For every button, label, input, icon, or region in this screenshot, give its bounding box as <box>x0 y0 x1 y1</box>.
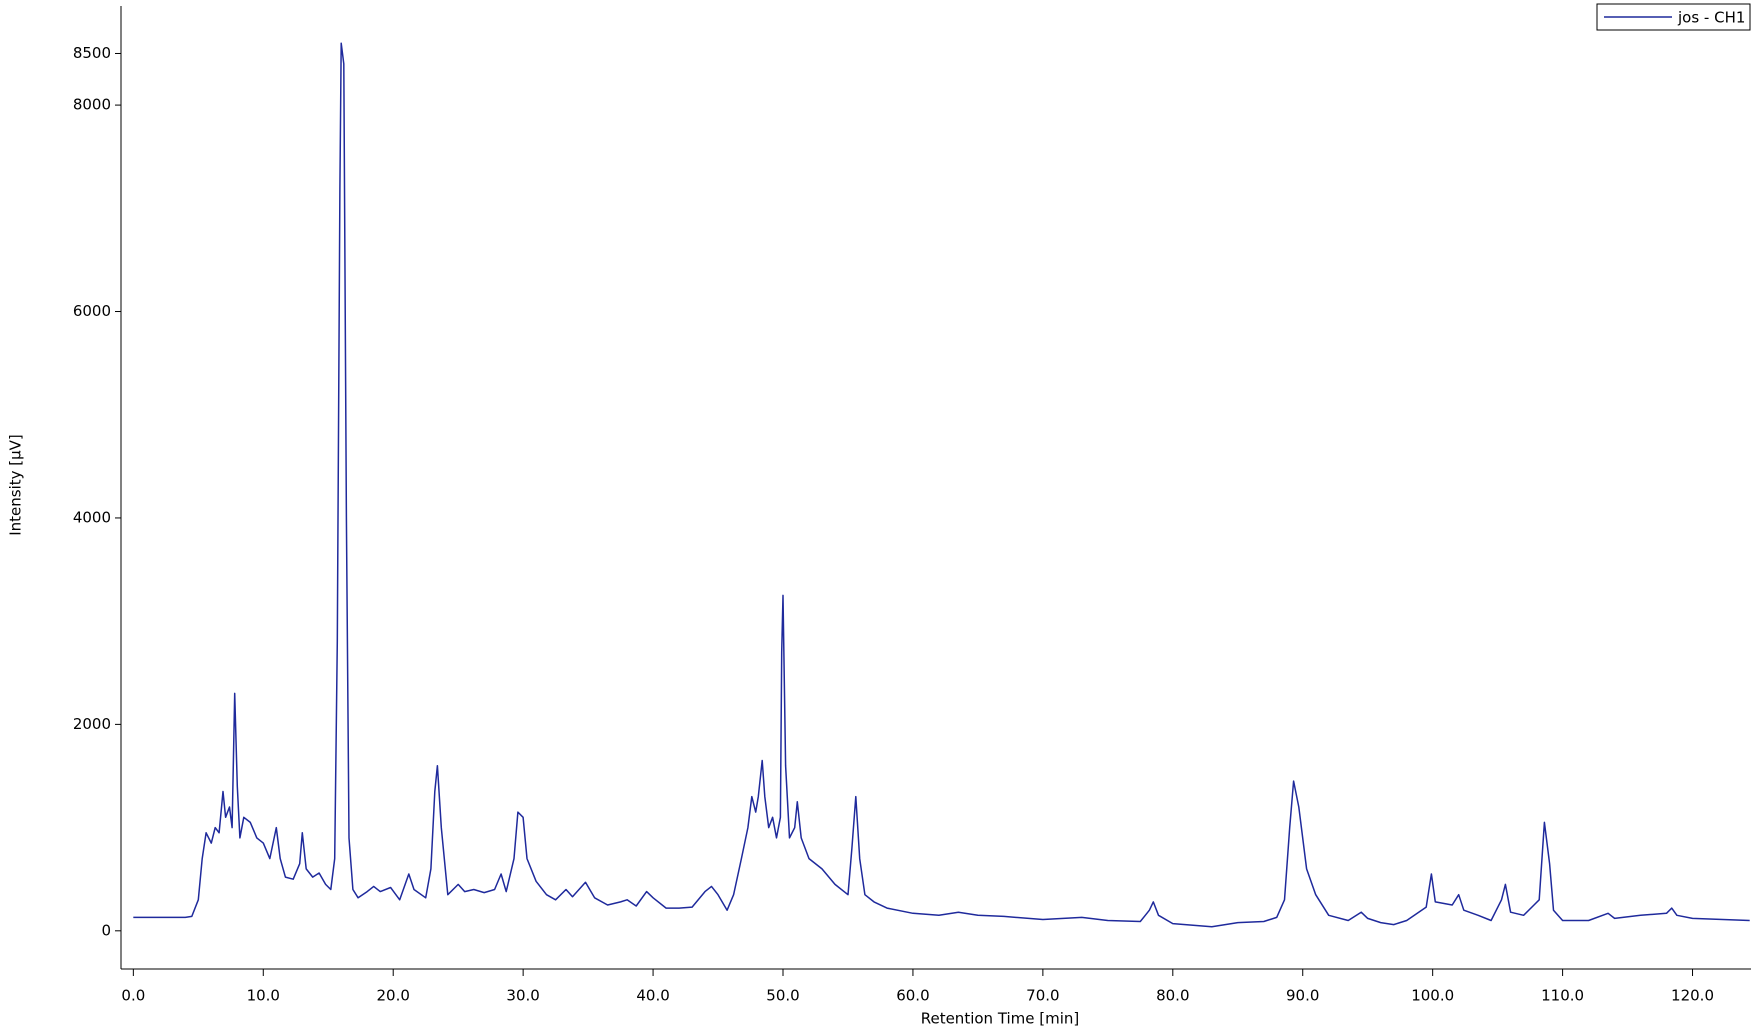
x-tick-label: 120.0 <box>1671 987 1714 1005</box>
legend-label: jos - CH1 <box>1677 9 1745 27</box>
x-tick-label: 40.0 <box>636 987 669 1005</box>
y-tick-label: 8500 <box>73 44 111 62</box>
x-tick-label: 70.0 <box>1026 987 1059 1005</box>
y-axis-title: Intensity [µV] <box>7 434 25 536</box>
y-tick-label: 8000 <box>73 96 111 114</box>
x-tick-label: 80.0 <box>1156 987 1189 1005</box>
y-tick-label: 0 <box>101 921 111 939</box>
x-tick-label: 100.0 <box>1411 987 1454 1005</box>
y-tick-label: 2000 <box>73 715 111 733</box>
y-tick-label: 4000 <box>73 508 111 526</box>
x-tick-label: 110.0 <box>1541 987 1584 1005</box>
y-tick-label: 6000 <box>73 302 111 320</box>
x-tick-label: 90.0 <box>1286 987 1319 1005</box>
x-tick-label: 0.0 <box>121 987 145 1005</box>
x-tick-label: 10.0 <box>247 987 280 1005</box>
chromatogram-line <box>133 42 1750 928</box>
x-tick-label: 30.0 <box>506 987 539 1005</box>
x-tick-label: 60.0 <box>896 987 929 1005</box>
x-tick-label: 20.0 <box>377 987 410 1005</box>
x-tick-label: 50.0 <box>766 987 799 1005</box>
x-axis-title: Retention Time [min] <box>921 1010 1080 1028</box>
